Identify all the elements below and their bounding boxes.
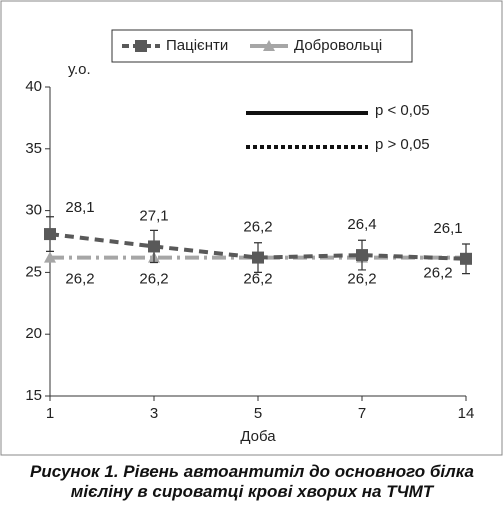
x-tick-label: 1 <box>46 405 54 422</box>
legend-label: Добровольці <box>294 37 382 54</box>
series-line <box>49 232 467 261</box>
y-tick-label: 25 <box>25 263 42 280</box>
legend-box <box>111 29 413 63</box>
x-tick-label: 3 <box>150 405 158 422</box>
marker <box>44 228 56 241</box>
data-label: 27,1 <box>139 207 168 224</box>
x-tick-label: 7 <box>358 405 366 422</box>
marker <box>252 251 264 264</box>
data-label: 26,4 <box>347 216 376 233</box>
annotation: p < 0,05 <box>375 102 430 119</box>
y-tick-label: 30 <box>25 202 42 219</box>
marker <box>44 251 56 263</box>
marker <box>148 240 160 253</box>
data-label: 26,1 <box>433 220 462 237</box>
y-tick-label: 40 <box>25 78 42 95</box>
annotation: p > 0,05 <box>375 136 430 153</box>
y-axis-label: у.о. <box>68 61 91 78</box>
y-tick-label: 15 <box>25 387 42 404</box>
marker <box>460 252 472 265</box>
legend-marker <box>135 40 147 52</box>
data-label: 28,1 <box>65 199 94 216</box>
data-label: 26,2 <box>243 271 272 288</box>
chart-frame <box>0 0 503 456</box>
data-label: 26,2 <box>139 271 168 288</box>
data-label: 26,2 <box>423 265 452 282</box>
data-label: 26,2 <box>347 271 376 288</box>
legend-marker <box>263 40 275 51</box>
marker <box>356 249 368 262</box>
legend-label: Пацієнти <box>166 37 228 54</box>
x-tick-label: 14 <box>458 405 475 422</box>
y-tick-label: 20 <box>25 325 42 342</box>
y-tick-label: 35 <box>25 140 42 157</box>
x-axis-label: Доба <box>240 428 276 445</box>
data-label: 26,2 <box>243 219 272 236</box>
caption: Рисунок 1. Рівень автоантитіл до основно… <box>30 462 474 501</box>
x-tick-label: 5 <box>254 405 262 422</box>
data-label: 26,2 <box>65 271 94 288</box>
